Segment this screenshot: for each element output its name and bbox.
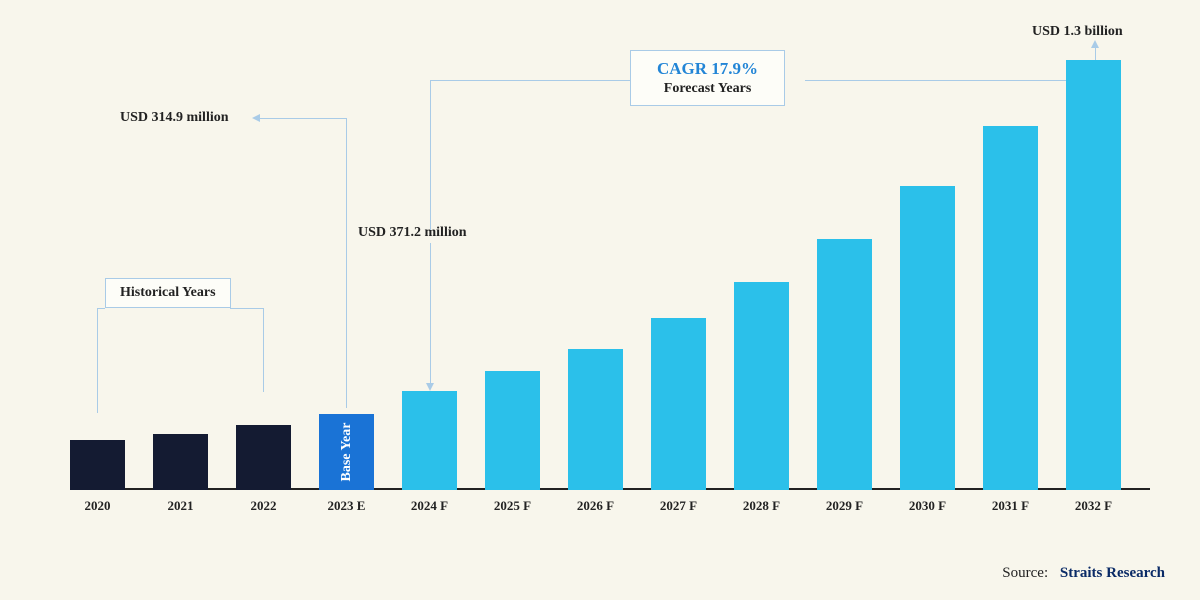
value-label-2024: USD 371.2 million <box>358 225 467 241</box>
bar-2025-F: 2025 F <box>485 371 540 490</box>
value-2032-text: USD 1.3 billion <box>1032 24 1123 39</box>
connector <box>430 80 630 81</box>
bar-2029-F: 2029 F <box>817 239 872 490</box>
bar-x-label: 2027 F <box>660 498 697 514</box>
source-attribution: Source: Straits Research <box>1002 565 1165 582</box>
bar-2024-F: 2024 F <box>402 391 457 490</box>
value-label-2023: USD 314.9 million <box>120 110 229 126</box>
bar-2028-F: 2028 F <box>734 282 789 490</box>
cagr-text: CAGR 17.9% <box>657 59 758 79</box>
bar-rect <box>402 391 457 490</box>
forecast-box: CAGR 17.9% Forecast Years <box>630 50 785 106</box>
source-label: Source: <box>1002 565 1048 581</box>
bar-rect <box>900 186 955 490</box>
bar-x-label: 2032 F <box>1075 498 1112 514</box>
bar-2020: 2020 <box>70 440 125 490</box>
bar-x-label: 2020 <box>85 498 111 514</box>
connector <box>97 308 98 413</box>
chart-area: Historical Years CAGR 17.9% Forecast Yea… <box>70 40 1150 520</box>
bar-2031-F: 2031 F <box>983 126 1038 490</box>
bar-2030-F: 2030 F <box>900 186 955 490</box>
bar-rect <box>983 126 1038 490</box>
bar-2021: 2021 <box>153 434 208 490</box>
bar-rect <box>568 349 623 490</box>
value-2023-text: USD 314.9 million <box>120 110 229 125</box>
bar-x-label: 2024 F <box>411 498 448 514</box>
bar-rect <box>153 434 208 490</box>
bar-x-label: 2022 <box>251 498 277 514</box>
bar-rect <box>485 371 540 490</box>
arrow-icon <box>1091 40 1099 48</box>
bar-x-label: 2021 <box>168 498 194 514</box>
bar-2032-F: 2032 F <box>1066 60 1121 490</box>
bar-rect <box>651 318 706 490</box>
source-name: Straits Research <box>1060 565 1165 581</box>
bar-x-label: 2031 F <box>992 498 1029 514</box>
forecast-years-text: Forecast Years <box>657 81 758 97</box>
bar-2022: 2022 <box>236 425 291 490</box>
bar-x-label: 2025 F <box>494 498 531 514</box>
chart-container: Historical Years CAGR 17.9% Forecast Yea… <box>0 0 1200 600</box>
connector <box>263 308 264 392</box>
bar-rect <box>817 239 872 490</box>
bar-x-label: 2030 F <box>909 498 946 514</box>
connector <box>346 118 347 408</box>
connector <box>260 118 346 119</box>
bar-x-label: 2026 F <box>577 498 614 514</box>
base-year-label: Base Year <box>339 423 355 482</box>
value-2024-text: USD 371.2 million <box>358 225 467 240</box>
connector <box>805 80 1095 81</box>
bar-x-label: 2028 F <box>743 498 780 514</box>
bar-2027-F: 2027 F <box>651 318 706 490</box>
value-label-2032: USD 1.3 billion <box>1032 24 1123 40</box>
bar-rect <box>70 440 125 490</box>
bar-x-label: 2023 E <box>328 498 366 514</box>
bar-rect <box>734 282 789 490</box>
connector <box>230 308 264 309</box>
historical-years-box: Historical Years <box>105 278 231 308</box>
connector <box>430 80 431 230</box>
historical-years-text: Historical Years <box>120 285 216 300</box>
connector <box>430 243 431 383</box>
bar-rect <box>236 425 291 490</box>
bar-rect <box>1066 60 1121 490</box>
arrow-icon <box>252 114 260 122</box>
connector <box>97 308 105 309</box>
bar-x-label: 2029 F <box>826 498 863 514</box>
bar-2026-F: 2026 F <box>568 349 623 490</box>
arrow-icon <box>426 383 434 391</box>
bar-2023-E: Base Year2023 E <box>319 414 374 490</box>
